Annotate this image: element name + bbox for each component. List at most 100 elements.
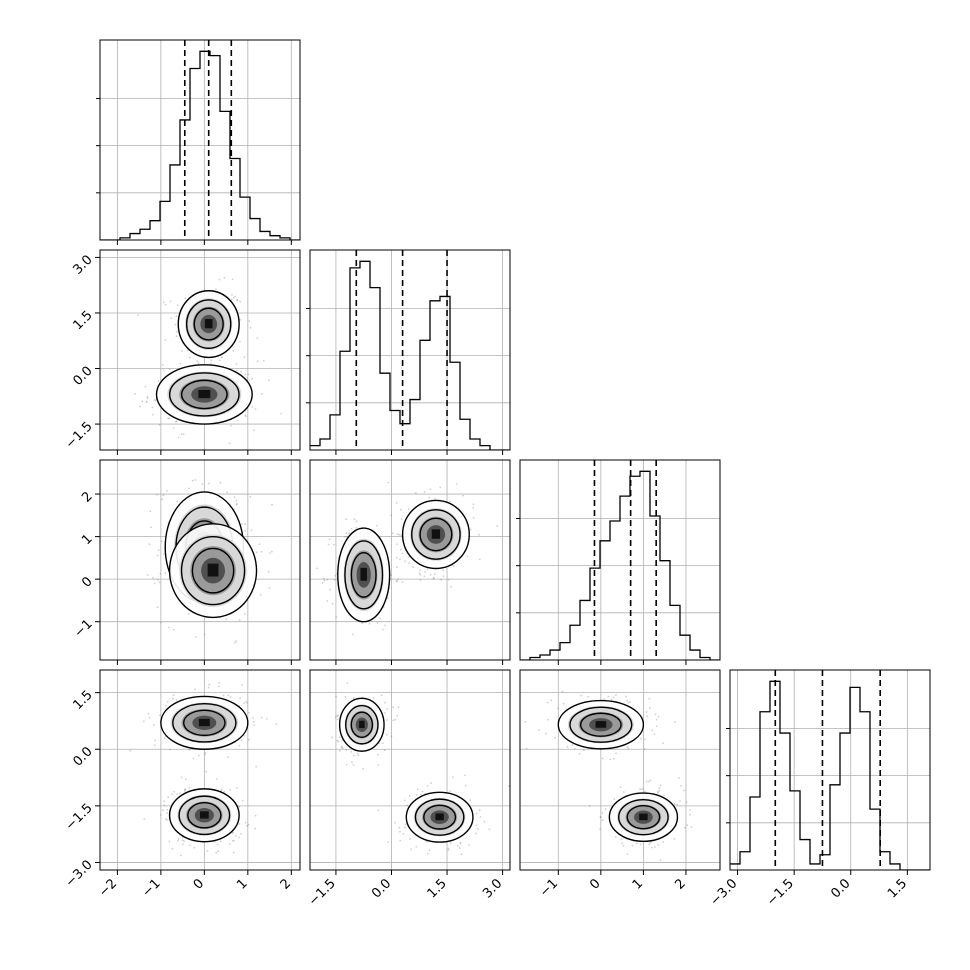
sample-point [472,517,475,519]
sample-point [430,782,433,784]
sample-point [252,717,255,719]
sample-point [172,427,175,429]
sample-point [210,359,213,361]
sample-point [383,711,386,714]
sample-point [232,851,235,854]
sample-point [145,401,148,404]
sample-point [217,685,220,688]
contour-level-1 [618,798,669,836]
sample-point [673,837,676,840]
sample-point [649,779,652,782]
sample-point [210,362,212,365]
sample-point [478,809,481,812]
sample-point [137,314,139,316]
sample-point [189,844,192,847]
sample-point [456,844,459,847]
sample-point [183,840,185,843]
sample-point [164,303,167,306]
sample-point [460,853,463,856]
sample-point [223,276,226,279]
panel-frame [519,459,721,661]
sample-point [153,744,156,747]
sample-point [397,706,400,708]
y-tick-label: 3.0 [70,252,95,277]
sample-point [639,843,642,846]
y-tick-label: 1 [79,532,95,548]
sample-point [475,832,477,835]
sample-point [619,786,622,789]
sample-point [545,732,547,735]
sample-point [362,767,364,770]
x-tick-label: 0.0 [369,876,394,901]
sample-point [230,425,232,427]
sample-point [472,507,474,509]
sample-point [344,535,346,538]
sample-point [478,533,480,536]
sample-point [256,337,259,339]
sample-point [161,498,163,501]
sample-point [247,823,250,826]
sample-point [449,790,451,792]
sample-point [219,481,222,484]
sample-point [525,747,528,750]
sample-point [403,799,406,802]
sample-point [168,417,170,420]
sample-point [147,712,150,715]
sample-point [249,326,252,329]
sample-point [163,553,165,556]
contour-level-1 [344,540,384,610]
sample-point [562,702,565,705]
sample-point [236,369,239,372]
sample-point [477,827,479,830]
sample-point [238,806,241,808]
sample-point [423,575,426,578]
sample-point [352,697,355,699]
sample-point [399,839,402,842]
sample-point [424,571,427,573]
sample-point [184,788,187,791]
panel-frame [99,669,301,871]
sample-point [165,704,167,707]
sample-point [641,788,644,790]
sample-point [557,707,559,710]
contour-level-0 [168,523,258,619]
sample-point [496,525,499,527]
sample-point [399,558,401,561]
sample-point [151,406,154,409]
sample-point [215,288,217,291]
contour-level-2 [191,547,235,594]
sample-point [524,720,527,723]
x-tick-label: 0 [587,876,603,892]
sample-point [188,748,191,751]
sample-point [645,711,648,713]
scatter-panel-1-0: −1.5 0.0 1.5 3.0 [63,249,301,455]
sample-point [449,841,452,844]
x-tick-label: 0 [191,876,207,892]
sample-point [676,803,679,806]
sample-point [229,696,232,698]
sample-point [268,379,270,382]
x-tick-label: −1.5 [306,876,339,909]
sample-point [238,744,241,747]
sample-point [275,723,278,725]
sample-point [648,697,651,700]
sample-point [657,792,660,794]
y-tick-label: 0.0 [70,364,95,389]
sample-point [235,835,237,837]
sample-point [588,805,591,807]
sample-point [196,360,199,363]
contour-level-2 [182,709,226,737]
sample-point [387,841,390,843]
sample-point [152,724,155,726]
sample-point [262,359,265,362]
sample-point [386,708,389,710]
sample-point [419,569,421,572]
sample-point [475,824,478,827]
sample-point [408,562,410,564]
sample-point [227,694,230,697]
sample-point [236,419,239,422]
x-tick-label: 1 [234,876,250,892]
sample-point [657,844,659,846]
sample-point [154,739,157,742]
sample-point [345,532,348,535]
